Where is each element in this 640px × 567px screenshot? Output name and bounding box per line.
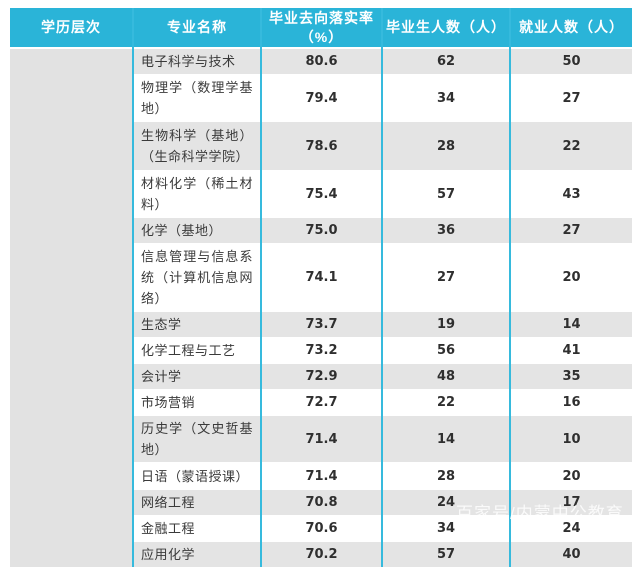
major-cell: 日语（蒙语授课） [133,463,261,490]
graduates-cell: 34 [382,516,510,542]
table-header: 学历层次 专业名称 毕业去向落实率 （%） 毕业生人数（人） 就业人数（人） [10,8,632,48]
graduates-cell: 48 [382,364,510,390]
graduates-cell: 36 [382,218,510,244]
column-header-graduate-count: 毕业生人数（人） [382,8,510,48]
major-cell: 生态学 [133,312,261,338]
employed-cell: 17 [510,490,632,516]
major-cell: 金融工程 [133,516,261,542]
rate-cell: 78.6 [261,122,382,171]
graduates-cell: 24 [382,490,510,516]
employment-stats-table-wrap: 学历层次 专业名称 毕业去向落实率 （%） 毕业生人数（人） 就业人数（人） 电… [10,8,632,567]
major-cell: 信息管理与信息系统（计算机信息网络） [133,244,261,312]
rate-cell: 72.7 [261,390,382,416]
rate-cell: 75.4 [261,171,382,218]
major-cell: 材料化学（稀土材料） [133,171,261,218]
rate-cell: 79.4 [261,75,382,122]
graduates-cell: 22 [382,390,510,416]
graduates-cell: 14 [382,416,510,463]
rate-cell: 74.1 [261,244,382,312]
employment-stats-table: 学历层次 专业名称 毕业去向落实率 （%） 毕业生人数（人） 就业人数（人） 电… [10,8,632,567]
employed-cell: 27 [510,75,632,122]
page: { "theme": { "header_bg": "#2ab4d8", "he… [0,0,640,527]
graduates-cell: 27 [382,244,510,312]
rate-cell: 70.2 [261,542,382,567]
rate-cell: 73.7 [261,312,382,338]
employed-cell: 41 [510,338,632,364]
employed-cell: 27 [510,218,632,244]
column-header-placement-rate: 毕业去向落实率 （%） [261,8,382,48]
employed-cell: 35 [510,364,632,390]
rate-cell: 75.0 [261,218,382,244]
major-cell: 会计学 [133,364,261,390]
major-cell: 网络工程 [133,490,261,516]
graduates-cell: 34 [382,75,510,122]
graduates-cell: 57 [382,542,510,567]
rate-cell: 72.9 [261,364,382,390]
employed-cell: 20 [510,244,632,312]
employed-cell: 10 [510,416,632,463]
education-level-cell [10,48,133,567]
graduates-cell: 19 [382,312,510,338]
column-header-employed-count: 就业人数（人） [510,8,632,48]
employed-cell: 50 [510,48,632,75]
graduates-cell: 56 [382,338,510,364]
employed-cell: 40 [510,542,632,567]
rate-cell: 70.6 [261,516,382,542]
employed-cell: 14 [510,312,632,338]
rate-cell: 71.4 [261,416,382,463]
column-header-education-level: 学历层次 [10,8,133,48]
major-cell: 生物科学（基地）（生命科学学院） [133,122,261,171]
major-cell: 应用化学 [133,542,261,567]
graduates-cell: 28 [382,463,510,490]
rate-cell: 73.2 [261,338,382,364]
major-cell: 化学工程与工艺 [133,338,261,364]
major-cell: 市场营销 [133,390,261,416]
major-cell: 电子科学与技术 [133,48,261,75]
graduates-cell: 62 [382,48,510,75]
column-header-major-name: 专业名称 [133,8,261,48]
major-cell: 物理学（数理学基地） [133,75,261,122]
major-cell: 历史学（文史哲基地） [133,416,261,463]
graduates-cell: 57 [382,171,510,218]
major-cell: 化学（基地） [133,218,261,244]
header-row: 学历层次 专业名称 毕业去向落实率 （%） 毕业生人数（人） 就业人数（人） [10,8,632,48]
employed-cell: 22 [510,122,632,171]
employed-cell: 20 [510,463,632,490]
graduates-cell: 28 [382,122,510,171]
employed-cell: 16 [510,390,632,416]
employed-cell: 43 [510,171,632,218]
rate-cell: 70.8 [261,490,382,516]
rate-cell: 71.4 [261,463,382,490]
rate-cell: 80.6 [261,48,382,75]
employed-cell: 24 [510,516,632,542]
